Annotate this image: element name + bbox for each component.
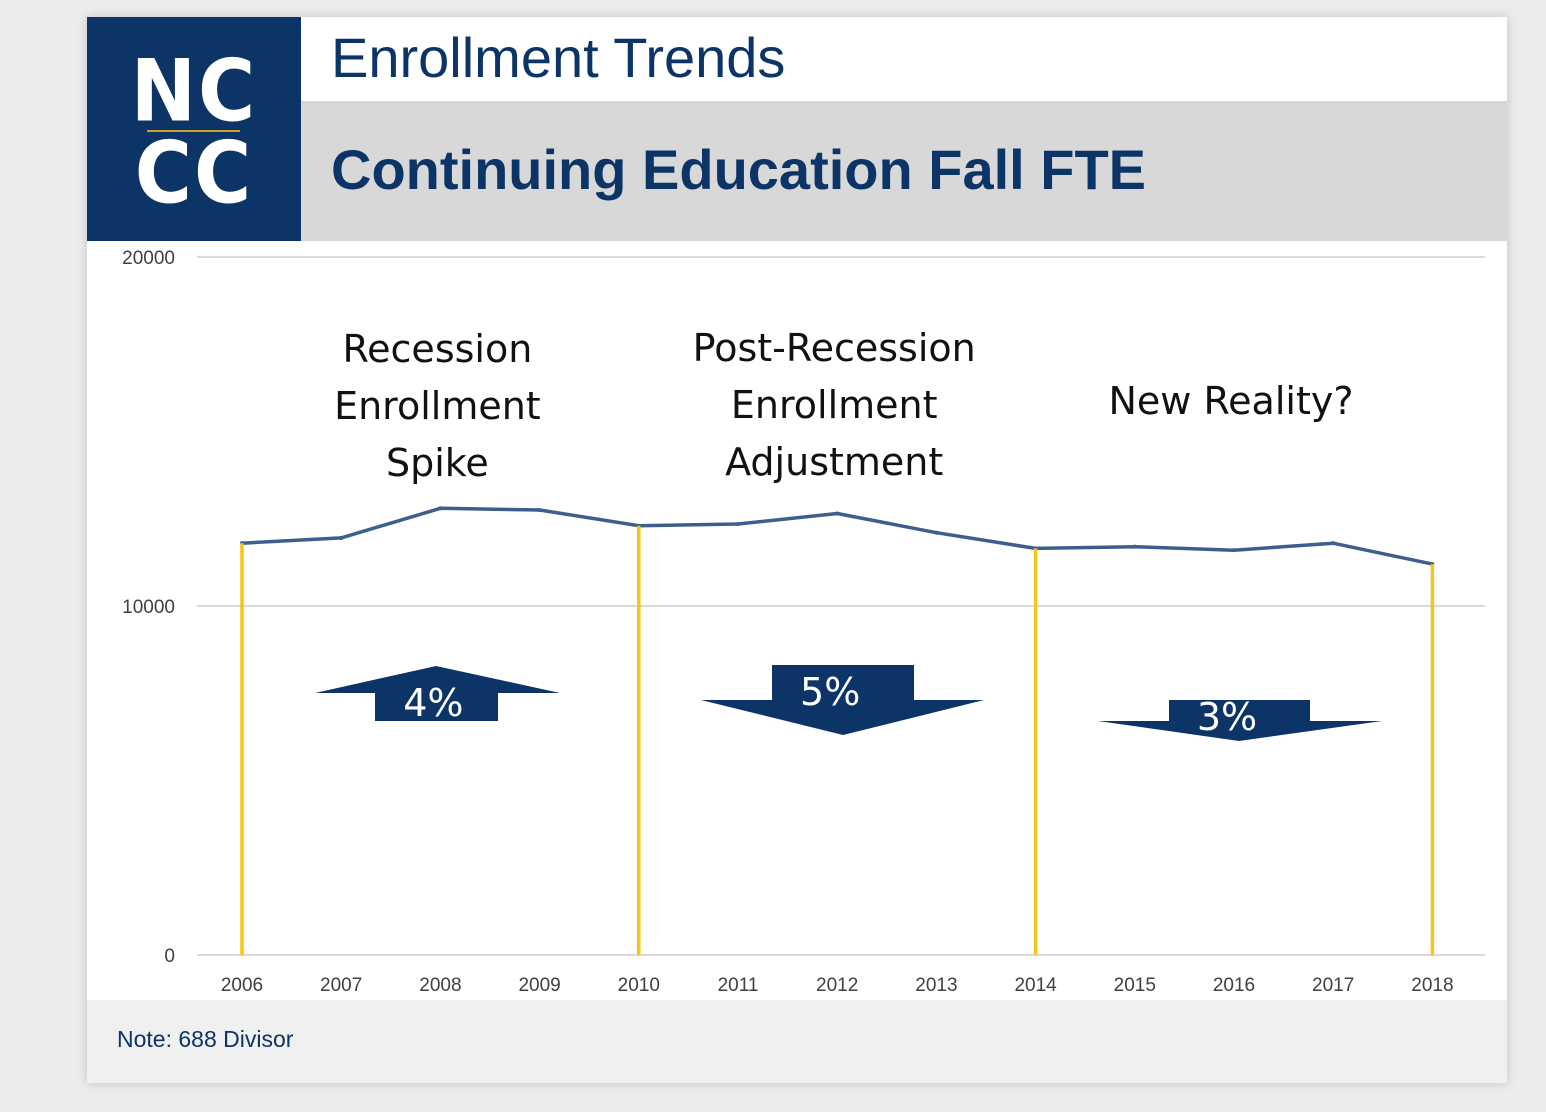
x-tick-label: 2011 <box>718 975 759 996</box>
x-tick-label: 2009 <box>518 975 560 996</box>
slide: NC CC Enrollment Trends Continuing Educa… <box>87 17 1507 1083</box>
annotation-post-recession: Post-Recession Enrollment Adjustment <box>693 326 976 484</box>
x-tick-label: 2008 <box>419 975 461 996</box>
x-tick-label: 2016 <box>1213 975 1255 996</box>
new-reality-arrow-label: 3% <box>1197 695 1257 739</box>
logo-divider <box>147 130 240 132</box>
note-text: Note: 688 Divisor <box>117 1026 294 1052</box>
x-tick-label: 2015 <box>1114 975 1156 996</box>
data-point <box>339 535 344 540</box>
data-point <box>1132 544 1137 549</box>
arrow-down-icon <box>701 665 984 735</box>
data-point <box>736 521 740 526</box>
x-tick-label: 2013 <box>915 975 957 996</box>
chart-title: Continuing Education Fall FTE <box>331 138 1147 201</box>
recession-arrow-label: 4% <box>403 681 463 725</box>
nccc-logo: NC CC <box>87 17 301 241</box>
annotation-new-reality: New Reality? <box>1109 379 1354 423</box>
y-tick-label: 10000 <box>122 597 175 618</box>
subtitle-band: Continuing Education Fall FTE <box>301 101 1507 241</box>
x-tick-label: 2018 <box>1411 975 1453 996</box>
note-band: Note: 688 Divisor <box>87 1000 1507 1083</box>
data-point <box>438 506 443 511</box>
arrow-up-icon <box>315 666 560 721</box>
data-point <box>934 530 939 535</box>
y-tick-label: 20000 <box>122 248 175 269</box>
header-title: Enrollment Trends <box>331 26 786 89</box>
data-point <box>1331 541 1336 546</box>
y-tick-label: 0 <box>164 946 175 967</box>
x-tick-label: 2006 <box>221 975 263 996</box>
data-point <box>537 508 542 513</box>
x-tick-label: 2014 <box>1014 975 1057 996</box>
x-tick-label: 2017 <box>1312 975 1354 996</box>
annotation-recession: Recession Enrollment Spike <box>334 327 541 485</box>
post-recession-arrow-label: 5% <box>800 670 860 714</box>
enrollment-line-chart: 0 10000 20000 2006 2007 2008 2009 2010 2011 2012 2… <box>122 248 1485 996</box>
data-point <box>835 511 840 516</box>
series-line <box>241 506 1433 566</box>
data-point <box>1232 548 1236 553</box>
x-tick-label: 2010 <box>618 975 660 996</box>
logo-line-bottom: CC <box>134 124 254 224</box>
x-tick-label: 2007 <box>320 975 362 996</box>
logo-line-top: NC <box>130 42 258 142</box>
x-tick-label: 2012 <box>816 975 858 996</box>
arrow-down-icon <box>1098 700 1382 741</box>
